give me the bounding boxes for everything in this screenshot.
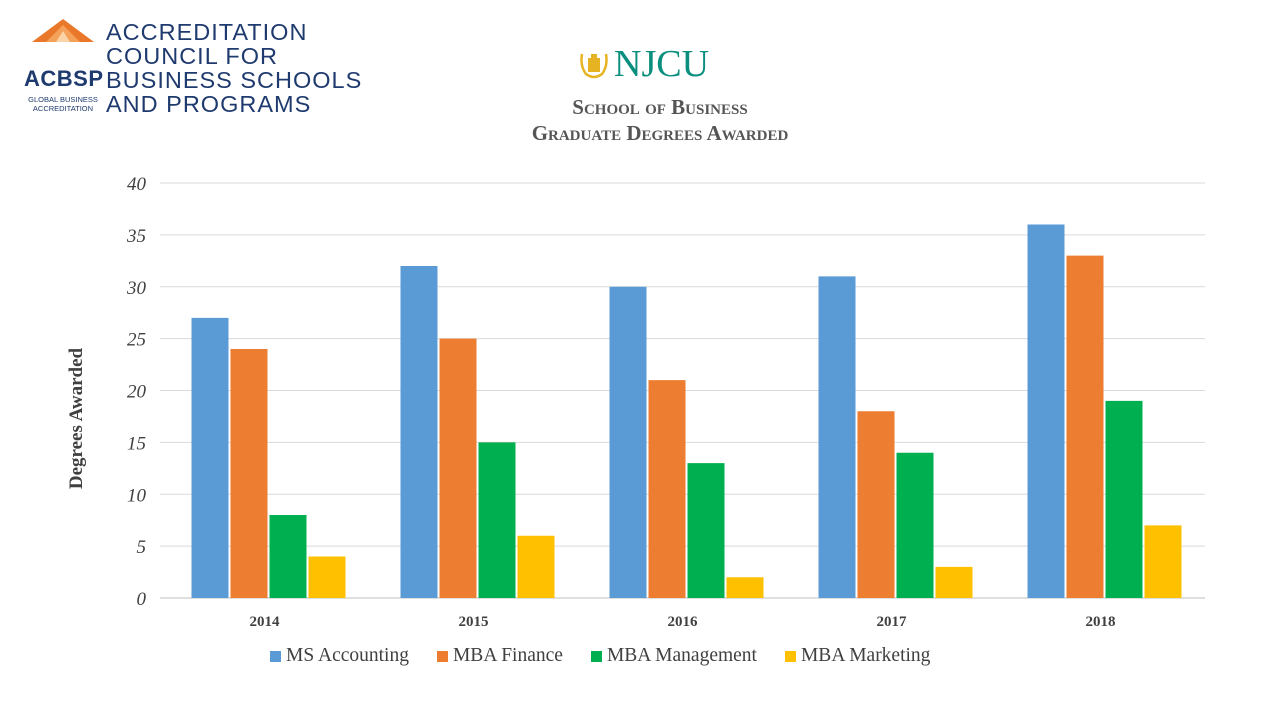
bar-mba-marketing-2016 [726, 577, 764, 598]
acbsp-sunburst-icon [32, 19, 94, 42]
acbsp-logo: ACBSP GLOBAL BUSINESS ACCREDITATION ACCR… [22, 18, 361, 120]
bar-mba-finance-2014 [230, 349, 268, 598]
legend-label: MBA Marketing [800, 645, 931, 666]
bar-ms-accounting-2017 [818, 276, 856, 598]
acbsp-subtitle: GLOBAL BUSINESS ACCREDITATION [24, 95, 102, 113]
y-tick-label: 15 [127, 433, 146, 454]
legend-label: MBA Management [606, 645, 757, 666]
bar-mba-marketing-2014 [308, 556, 346, 598]
legend-item: MBA Marketing [784, 645, 931, 667]
legend-swatch [590, 650, 602, 662]
acbsp-subtitle-line: GLOBAL BUSINESS [28, 95, 98, 104]
bar-mba-management-2018 [1105, 400, 1143, 598]
y-tick-label: 25 [127, 330, 146, 351]
y-tick-label: 0 [137, 589, 147, 610]
bar-mba-finance-2016 [648, 380, 686, 598]
x-tick-label: 2014 [250, 614, 281, 630]
bar-mba-finance-2015 [439, 338, 477, 598]
legend-swatch [784, 650, 796, 662]
acbsp-name-line: ACCREDITATION [106, 19, 308, 45]
y-axis-label: Degrees Awarded [66, 347, 87, 489]
bar-mba-management-2015 [478, 442, 516, 598]
acbsp-name-line: AND PROGRAMS [106, 91, 312, 117]
y-tick-label: 30 [126, 278, 147, 299]
y-tick-label: 20 [127, 382, 147, 403]
acbsp-name: ACCREDITATION COUNCIL FOR BUSINESS SCHOO… [106, 20, 362, 116]
acbsp-name-line: COUNCIL FOR [106, 43, 279, 69]
bar-mba-management-2017 [896, 452, 934, 598]
legend-swatch [270, 650, 281, 662]
njcu-crest-icon [580, 53, 608, 79]
chart-legend: MS Accounting MBA Finance MBA Management MB… [270, 645, 944, 667]
legend-swatch [436, 650, 448, 662]
acbsp-subtitle-line: ACCREDITATION [32, 103, 94, 113]
y-tick-label: 40 [127, 174, 147, 195]
y-tick-label: 35 [126, 226, 146, 247]
x-tick-label: 2015 [459, 614, 489, 630]
x-tick-label: 2016 [668, 614, 699, 630]
njcu-wordmark: NJCU [614, 43, 710, 85]
bar-mba-finance-2018 [1066, 255, 1104, 598]
legend-item: MBA Finance [436, 645, 563, 667]
bar-mba-marketing-2015 [517, 535, 555, 598]
page-title: School of Business [572, 95, 748, 119]
bar-ms-accounting-2015 [400, 266, 438, 598]
bar-ms-accounting-2014 [191, 317, 229, 598]
legend-item: MBA Management [590, 645, 757, 667]
y-tick-label: 5 [137, 537, 147, 558]
acbsp-name-line: BUSINESS SCHOOLS [106, 67, 363, 93]
legend-item: MS Accounting [270, 645, 409, 667]
x-tick-label: 2018 [1086, 614, 1116, 630]
bar-mba-marketing-2018 [1144, 525, 1182, 598]
chart-title: Graduate Degrees Awarded [531, 121, 789, 145]
acbsp-abbreviation: ACBSP [24, 66, 104, 91]
bar-mba-management-2014 [269, 515, 307, 598]
x-tick-label: 2017 [877, 614, 908, 630]
bar-mba-marketing-2017 [935, 566, 973, 598]
njcu-logo: NJCU [576, 42, 709, 86]
bar-mba-finance-2017 [857, 411, 895, 598]
y-tick-label: 10 [127, 485, 147, 506]
legend-label: MS Accounting [286, 645, 409, 666]
bar-mba-management-2016 [687, 463, 725, 598]
bar-ms-accounting-2018 [1027, 224, 1065, 598]
legend-label: MBA Finance [452, 645, 563, 666]
bar-ms-accounting-2016 [609, 286, 647, 598]
